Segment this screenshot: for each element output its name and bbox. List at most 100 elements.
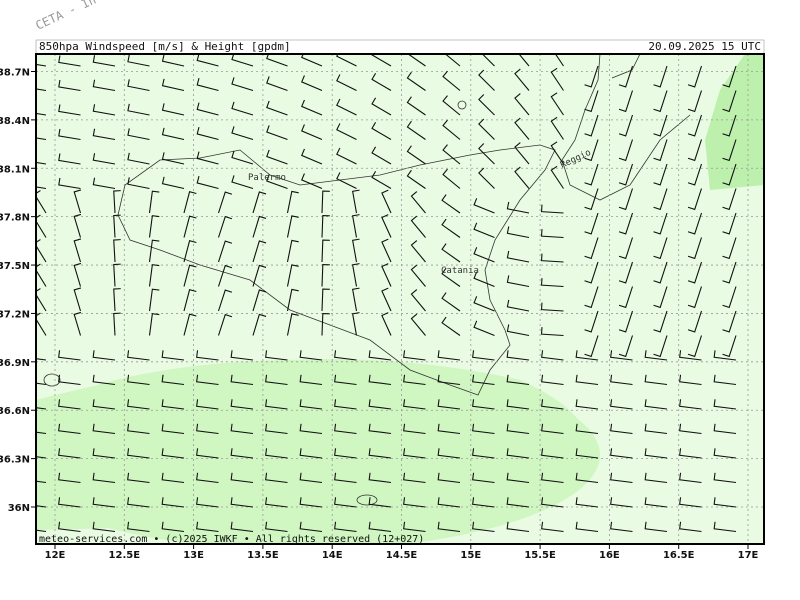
wind-barb xyxy=(286,288,299,312)
wind-barb xyxy=(722,90,737,113)
wind-barb xyxy=(113,312,121,336)
wind-barb xyxy=(550,92,564,116)
wind-barb xyxy=(127,423,150,435)
wind-barb xyxy=(406,96,426,116)
wind-barb xyxy=(575,423,599,435)
wind-barb xyxy=(265,350,288,361)
lat-tick-label: 37.5N xyxy=(0,261,30,272)
wind-barb xyxy=(550,67,564,91)
wind-barb xyxy=(299,497,323,508)
wind-barb xyxy=(92,153,116,165)
wind-barb xyxy=(36,88,47,92)
wind-barb xyxy=(410,191,426,214)
wind-barb xyxy=(687,65,703,88)
wind-barb xyxy=(506,374,530,386)
wind-barb xyxy=(653,286,668,309)
wind-barb xyxy=(403,374,426,386)
wind-barb xyxy=(722,65,737,88)
wind-barb xyxy=(722,212,737,235)
wind-barb xyxy=(403,448,426,459)
wind-barb xyxy=(610,448,633,459)
wind-barb xyxy=(36,263,47,287)
wind-barb xyxy=(127,128,150,141)
wind-barb xyxy=(541,374,564,386)
wind-barb xyxy=(231,150,254,165)
wind-barb xyxy=(713,472,737,484)
wind-barb xyxy=(722,286,737,309)
wind-barb xyxy=(610,399,633,410)
wind-barb xyxy=(713,521,737,533)
wind-barb xyxy=(92,104,116,116)
footer: meteo-services.com • (c)2025 IWKF • All … xyxy=(39,534,424,545)
wind-barb xyxy=(618,65,634,88)
wind-barb xyxy=(481,54,495,67)
wind-barb xyxy=(36,63,47,67)
wind-barb xyxy=(540,204,564,214)
wind-barb xyxy=(713,497,737,508)
wind-barb xyxy=(161,423,185,435)
wind-barb xyxy=(127,399,150,410)
wind-barb xyxy=(73,238,82,263)
lat-tick-label: 38.1N xyxy=(0,164,30,175)
wind-barb xyxy=(148,264,160,287)
wind-barb xyxy=(506,226,530,239)
wind-barb xyxy=(687,139,703,162)
wind-barb xyxy=(644,374,668,386)
wind-barb xyxy=(687,237,703,260)
wind-barb xyxy=(36,505,47,508)
wind-barb xyxy=(73,262,82,287)
wind-barb xyxy=(713,448,737,459)
wind-barb xyxy=(407,54,426,67)
wind-barb xyxy=(334,374,357,386)
wind-barb xyxy=(540,253,564,263)
wind-barb xyxy=(196,399,219,410)
wind-barb xyxy=(410,264,426,287)
wind-barb xyxy=(352,189,360,214)
wind-barb xyxy=(478,69,495,91)
wind-barb xyxy=(36,312,47,336)
wind-barb xyxy=(217,264,233,287)
wind-barb xyxy=(437,423,461,435)
wind-barb xyxy=(371,171,392,189)
wind-barb xyxy=(518,54,530,67)
wind-barb xyxy=(618,212,634,235)
wind-barb xyxy=(92,55,116,67)
wind-barb xyxy=(584,286,599,309)
wind-barb xyxy=(92,448,116,459)
wind-barb xyxy=(196,423,219,435)
wind-barb xyxy=(644,448,668,459)
wind-barb xyxy=(644,472,668,484)
wind-barb xyxy=(334,350,357,361)
wind-barb xyxy=(541,350,564,361)
wind-barb xyxy=(584,310,599,333)
wind-barb xyxy=(230,423,254,435)
wind-barb xyxy=(381,263,392,287)
wind-barb xyxy=(722,261,737,284)
wind-barb xyxy=(679,423,702,435)
wind-barb xyxy=(36,161,47,165)
wind-barb xyxy=(584,65,599,88)
wind-barb xyxy=(196,102,219,116)
wind-barb xyxy=(550,165,564,189)
wind-barb xyxy=(161,521,185,533)
wind-barb xyxy=(286,264,299,287)
wind-barb xyxy=(73,311,82,336)
wind-barb xyxy=(113,239,121,263)
wind-barb xyxy=(722,237,737,260)
wind-barb xyxy=(506,250,530,263)
wind-barb xyxy=(183,191,197,214)
wind-barb xyxy=(584,335,599,358)
wind-barb xyxy=(58,497,81,508)
wind-barb xyxy=(442,119,461,140)
wind-barb xyxy=(540,278,564,288)
wind-barb xyxy=(92,399,116,410)
wind-barb xyxy=(687,261,703,284)
wind-barb xyxy=(472,497,495,508)
place-label: Palermo xyxy=(248,173,286,183)
wind-barb xyxy=(336,74,357,91)
wind-barb xyxy=(444,54,461,67)
wind-barb xyxy=(127,521,150,533)
wind-barb xyxy=(321,214,330,238)
